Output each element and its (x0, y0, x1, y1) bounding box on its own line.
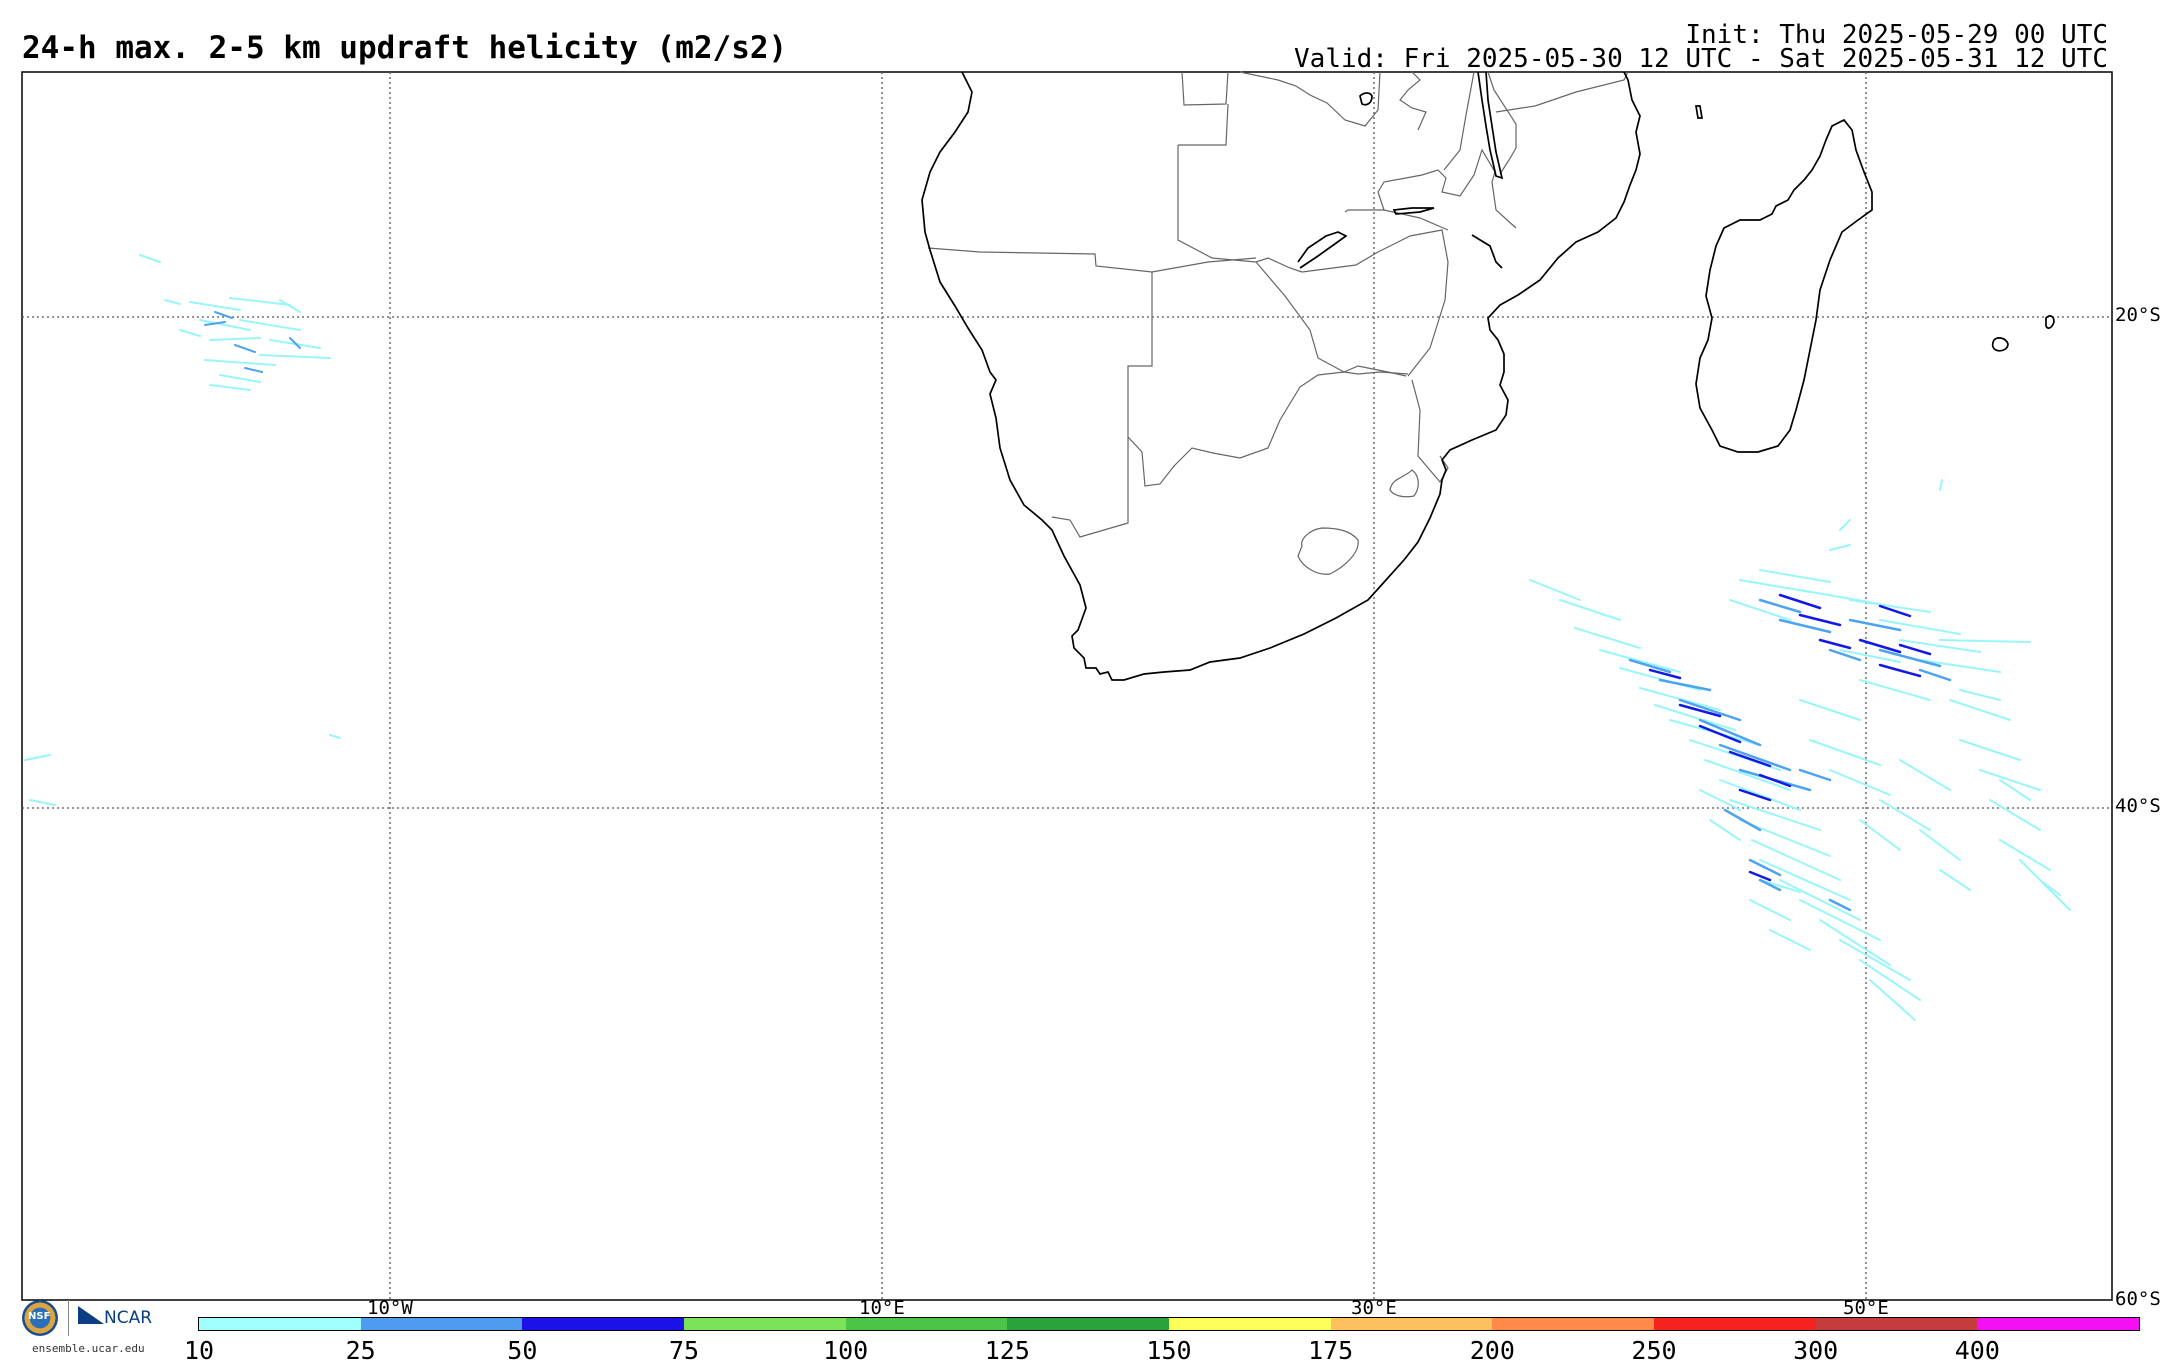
mozambique-inland-river (1471, 234, 1503, 269)
nsf-logo-icon (22, 1300, 58, 1336)
lat-label-40s: 40°S (2115, 795, 2160, 817)
lake-kariba (1297, 231, 1348, 269)
lon-label-10e: 10°E (859, 1297, 905, 1319)
colorbar-segment (1654, 1318, 1816, 1330)
colorbar-tick-label: 10 (183, 1336, 215, 1365)
colorbar-segment (1169, 1318, 1331, 1330)
coastlines (921, 71, 2055, 681)
graticule (22, 72, 2112, 1300)
init-time: Init: Thu 2025-05-29 00 UTC (1685, 20, 2108, 50)
colorbar-segment (1330, 1318, 1493, 1330)
ncar-logo-text: NCAR (104, 1308, 153, 1328)
colorbar-segment (1977, 1318, 2140, 1330)
map-title: 24-h max. 2-5 km updraft helicity (m2/s2… (22, 30, 788, 66)
lake-tanganyika-south (1359, 92, 1373, 106)
colorbar-segment (1815, 1318, 1978, 1330)
africa-west-coast (921, 71, 1641, 681)
uh-swaths-indian-ocean (1529, 479, 2071, 1021)
uh-swaths-atlantic (24, 254, 341, 806)
ncar-logo-icon (78, 1306, 104, 1324)
colorbar-tick-label: 300 (1793, 1336, 1839, 1365)
reunion-island (1991, 337, 2009, 352)
mauritius-island (2045, 315, 2055, 329)
lake-malawi (1477, 71, 1504, 180)
colorbar-tick-label: 125 (984, 1336, 1030, 1365)
colorbar-segment (845, 1318, 1008, 1330)
colorbar-segment (360, 1318, 523, 1330)
lon-label-50e: 50°E (1843, 1297, 1889, 1319)
madagascar (1695, 118, 1873, 453)
site-url: ensemble.ucar.edu (32, 1342, 145, 1355)
colorbar-tick-label: 75 (668, 1336, 700, 1365)
lat-label-60s: 60°S (2115, 1288, 2160, 1310)
nsf-logo-text: NSF (28, 1311, 51, 1322)
political-borders (927, 71, 1629, 575)
comoros-island (1694, 105, 1704, 119)
colorbar-tick-label: 50 (507, 1336, 538, 1365)
colorbar-tick-label: 100 (823, 1336, 869, 1365)
colorbar-tick-label: 400 (1954, 1336, 2000, 1365)
colorbar-tick-label: 200 (1469, 1336, 1515, 1365)
colorbar (198, 1317, 2140, 1331)
colorbar-segment (522, 1318, 685, 1330)
colorbar-tick-label: 250 (1631, 1336, 1677, 1365)
colorbar-tick-label: 25 (345, 1336, 376, 1365)
colorbar-tick-label: 150 (1146, 1336, 1192, 1365)
map-frame (21, 71, 2113, 1301)
colorbar-segment (684, 1318, 846, 1330)
colorbar-segment (1007, 1318, 1170, 1330)
lon-label-10w: 10°W (367, 1297, 413, 1319)
colorbar-tick-label: 175 (1308, 1336, 1354, 1365)
logo-divider (68, 1300, 69, 1336)
colorbar-segment (199, 1318, 361, 1330)
valid-time: Valid: Fri 2025-05-30 12 UTC - Sat 2025-… (1294, 44, 2108, 74)
lon-label-30e: 30°E (1351, 1297, 1397, 1319)
colorbar-segment (1492, 1318, 1655, 1330)
lake-cahora (1392, 207, 1435, 215)
lat-label-20s: 20°S (2115, 304, 2160, 326)
